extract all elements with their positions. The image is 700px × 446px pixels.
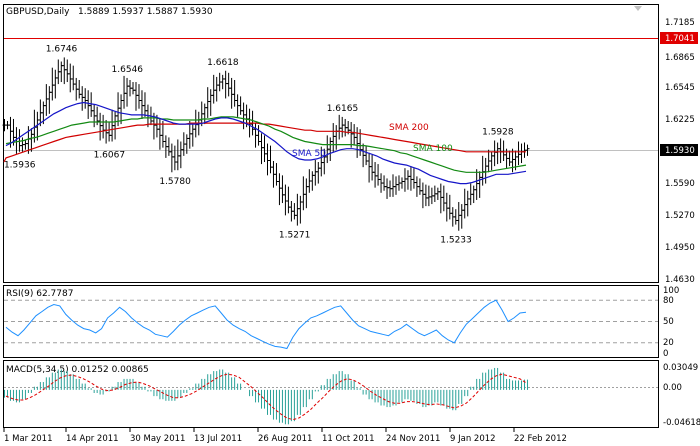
swing-price-label: 1.5780 bbox=[159, 177, 191, 187]
macd-signal-series bbox=[5, 373, 527, 421]
y-tick: 1.6225 bbox=[665, 115, 695, 125]
date-label: 30 May 2011 bbox=[130, 434, 185, 444]
bid-price-badge bbox=[660, 144, 698, 156]
date-label: 13 Jul 2011 bbox=[194, 434, 242, 444]
y-tick: 1.7185 bbox=[665, 18, 695, 28]
chart-symbol: GBPUSD,Daily bbox=[6, 7, 70, 17]
rsi-y-axis: 100 80 50 20 0 bbox=[663, 286, 679, 359]
macd-title: MACD(5,34,5) 0.01252 0.00865 bbox=[6, 365, 149, 375]
swing-price-label: 1.6618 bbox=[207, 58, 239, 68]
swing-price-label: 1.6546 bbox=[112, 65, 144, 75]
sma-50-line bbox=[5, 101, 527, 185]
date-label: 1 Mar 2011 bbox=[4, 434, 52, 444]
sma-100-line bbox=[5, 116, 527, 173]
y-tick: 20 bbox=[663, 338, 674, 348]
date-label: 26 Aug 2011 bbox=[258, 434, 312, 444]
date-label: 24 Nov 2011 bbox=[386, 434, 440, 444]
price-panel-frame bbox=[3, 4, 659, 283]
swing-price-label: 1.5928 bbox=[482, 128, 514, 138]
macd-panel-frame bbox=[3, 360, 659, 428]
ohlc-bar bbox=[525, 144, 530, 156]
swing-price-label: 1.6746 bbox=[46, 45, 78, 55]
chart-ohlc: 1.5889 1.5937 1.5887 1.5930 bbox=[78, 7, 213, 17]
date-label: 14 Apr 2011 bbox=[66, 434, 119, 444]
sma-200-label: SMA 200 bbox=[389, 123, 429, 133]
y-tick: 1.6545 bbox=[665, 83, 695, 93]
alert-price-badge bbox=[660, 32, 698, 44]
y-tick: 80 bbox=[663, 296, 674, 306]
price-y-axis: 1.7185 1.6865 1.6545 1.6225 1.5590 1.527… bbox=[665, 18, 695, 285]
y-tick: 0.03049 bbox=[663, 363, 698, 373]
date-label: 22 Feb 2012 bbox=[514, 434, 567, 444]
rsi-series bbox=[5, 299, 527, 350]
rsi-levels bbox=[4, 299, 658, 344]
swing-price-label: 1.5233 bbox=[440, 235, 472, 245]
date-label: 9 Jan 2012 bbox=[450, 434, 496, 444]
y-tick: 100 bbox=[663, 286, 679, 296]
price-annotations: 1.6746 1.6546 1.6618 1.5936 1.6067 1.5780 1.52… bbox=[4, 45, 514, 246]
macd-y-axis: 0.03049 0.00 -0.04618 bbox=[663, 363, 700, 428]
y-tick: 1.6865 bbox=[665, 53, 695, 63]
bid-price-label: 1.5930 bbox=[665, 146, 695, 156]
sma-50-label: SMA 50 bbox=[292, 149, 326, 159]
y-tick: 1.4950 bbox=[665, 243, 695, 253]
rsi-line bbox=[5, 299, 527, 350]
alert-price-label: 1.7041 bbox=[665, 34, 695, 44]
swing-price-label: 1.6067 bbox=[94, 150, 126, 160]
swing-price-label: 1.5271 bbox=[279, 230, 311, 240]
sma-100-label: SMA 100 bbox=[413, 144, 453, 154]
chart-shift-icon[interactable] bbox=[634, 6, 642, 11]
price-bars bbox=[2, 57, 530, 231]
date-axis: 1 Mar 2011 14 Apr 2011 30 May 2011 13 Jul 2… bbox=[3, 428, 567, 444]
y-tick: 1.5590 bbox=[665, 179, 695, 189]
y-tick: 50 bbox=[663, 317, 674, 327]
y-tick: 0 bbox=[663, 349, 668, 359]
y-tick: 1.5270 bbox=[665, 211, 695, 221]
swing-price-label: 1.5936 bbox=[4, 161, 36, 171]
rsi-title: RSI(9) 62.7787 bbox=[6, 289, 73, 299]
macd-signal-line bbox=[5, 373, 527, 421]
date-label: 11 Oct 2011 bbox=[322, 434, 375, 444]
y-tick: 1.4630 bbox=[665, 275, 695, 285]
moving-averages bbox=[3, 101, 527, 185]
y-tick: -0.04618 bbox=[663, 418, 700, 428]
y-tick: 0.00 bbox=[663, 383, 682, 393]
swing-price-label: 1.6165 bbox=[327, 104, 359, 114]
